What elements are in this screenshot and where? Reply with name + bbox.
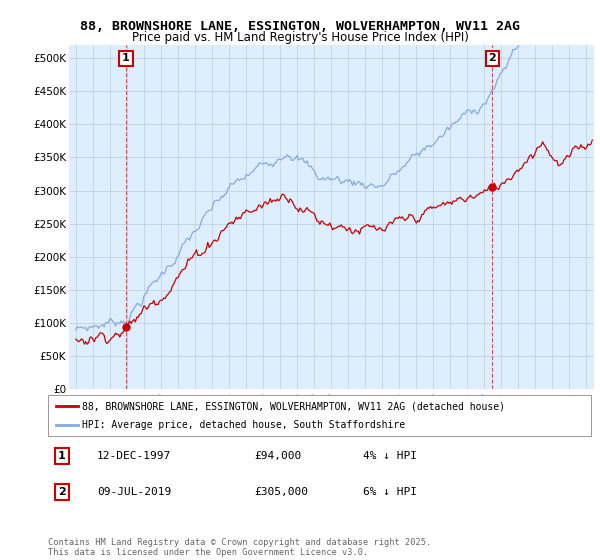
Text: HPI: Average price, detached house, South Staffordshire: HPI: Average price, detached house, Sout… [82, 420, 406, 430]
Text: 09-JUL-2019: 09-JUL-2019 [97, 487, 171, 497]
Text: 6% ↓ HPI: 6% ↓ HPI [363, 487, 417, 497]
Text: 1: 1 [122, 53, 130, 63]
Text: 12-DEC-1997: 12-DEC-1997 [97, 451, 171, 461]
Text: Price paid vs. HM Land Registry's House Price Index (HPI): Price paid vs. HM Land Registry's House … [131, 31, 469, 44]
Text: 88, BROWNSHORE LANE, ESSINGTON, WOLVERHAMPTON, WV11 2AG: 88, BROWNSHORE LANE, ESSINGTON, WOLVERHA… [80, 20, 520, 32]
Text: 2: 2 [58, 487, 65, 497]
Text: £94,000: £94,000 [254, 451, 302, 461]
Text: 2: 2 [488, 53, 496, 63]
Text: Contains HM Land Registry data © Crown copyright and database right 2025.
This d: Contains HM Land Registry data © Crown c… [48, 538, 431, 557]
Text: £305,000: £305,000 [254, 487, 308, 497]
Text: 1: 1 [58, 451, 65, 461]
Text: 4% ↓ HPI: 4% ↓ HPI [363, 451, 417, 461]
Text: 88, BROWNSHORE LANE, ESSINGTON, WOLVERHAMPTON, WV11 2AG (detached house): 88, BROWNSHORE LANE, ESSINGTON, WOLVERHA… [82, 402, 505, 411]
